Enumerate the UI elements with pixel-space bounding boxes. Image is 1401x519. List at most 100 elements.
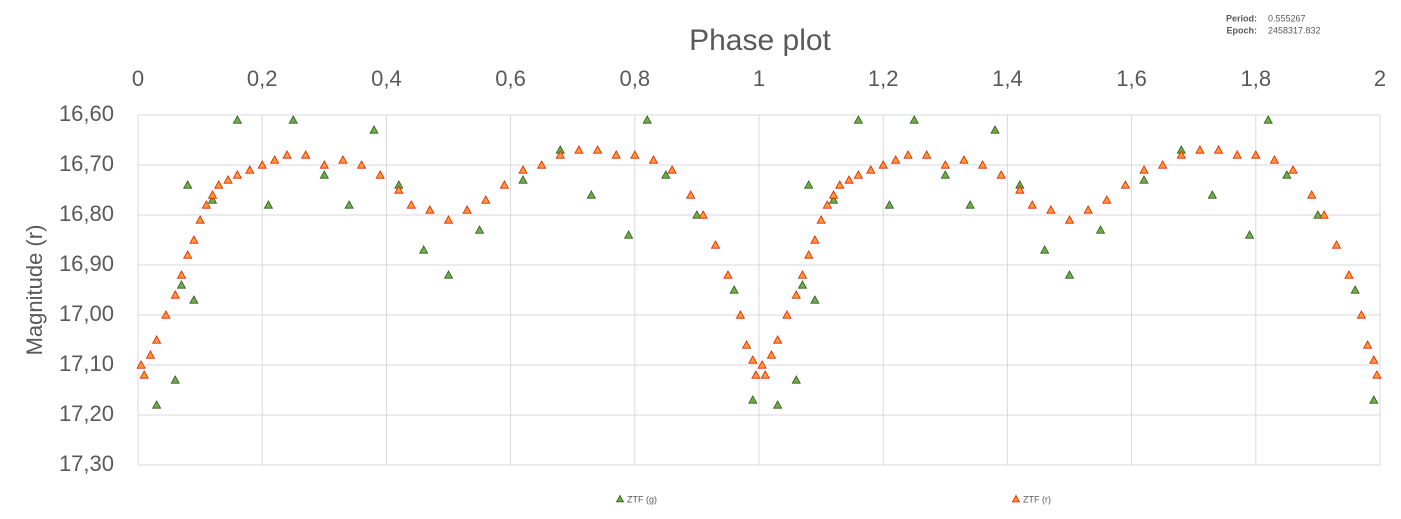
point xyxy=(183,180,193,189)
point xyxy=(1282,170,1292,179)
point xyxy=(1213,145,1224,154)
y-tick-label: 17,00 xyxy=(59,301,114,326)
point xyxy=(319,170,329,179)
point xyxy=(772,335,783,344)
point xyxy=(1157,160,1168,169)
point xyxy=(1095,225,1106,234)
point xyxy=(518,175,528,184)
point xyxy=(586,190,597,199)
point xyxy=(207,195,218,204)
point xyxy=(207,190,218,199)
epoch-value: 2458317.832 xyxy=(1268,25,1321,35)
point xyxy=(760,370,770,379)
point xyxy=(1372,370,1382,379)
x-tick-label: 0,8 xyxy=(620,66,651,91)
point xyxy=(418,245,429,254)
point xyxy=(536,160,547,169)
point xyxy=(1244,230,1255,239)
legend-marker xyxy=(615,494,625,503)
point xyxy=(375,170,385,179)
point xyxy=(1356,310,1367,319)
point xyxy=(940,170,950,179)
point xyxy=(977,160,988,169)
y-tick-label: 17,20 xyxy=(59,401,114,426)
point xyxy=(804,250,814,259)
point xyxy=(232,170,243,179)
point xyxy=(344,200,354,209)
point xyxy=(338,155,348,164)
point xyxy=(1015,185,1025,194)
point xyxy=(232,115,243,124)
point xyxy=(151,400,162,409)
point xyxy=(136,360,146,369)
point xyxy=(1319,210,1329,219)
point xyxy=(623,230,634,239)
point xyxy=(692,210,702,219)
point xyxy=(176,280,187,289)
point xyxy=(1064,270,1075,279)
point xyxy=(443,270,454,279)
point xyxy=(996,170,1006,179)
point xyxy=(183,250,193,259)
point xyxy=(642,115,652,124)
x-tick-label: 0,2 xyxy=(247,66,278,91)
point xyxy=(741,340,752,349)
point xyxy=(797,270,808,279)
point xyxy=(223,175,233,184)
point xyxy=(288,115,298,124)
point xyxy=(835,180,845,189)
point xyxy=(1046,205,1056,214)
x-tick-label: 1,8 xyxy=(1241,66,1272,91)
point xyxy=(214,180,224,189)
point xyxy=(782,310,792,319)
point xyxy=(1350,285,1360,294)
point xyxy=(921,150,932,159)
point xyxy=(1307,190,1317,199)
point xyxy=(1313,210,1323,219)
point xyxy=(878,160,888,169)
x-tick-label: 2 xyxy=(1374,66,1386,91)
point xyxy=(648,155,659,164)
y-tick-label: 17,30 xyxy=(59,451,114,476)
point xyxy=(611,150,621,159)
point xyxy=(630,150,640,159)
point xyxy=(1288,165,1298,174)
point xyxy=(1207,190,1218,199)
point xyxy=(189,235,199,244)
point xyxy=(1263,115,1273,124)
point xyxy=(481,195,491,204)
point xyxy=(1251,150,1261,159)
point xyxy=(1039,245,1050,254)
point xyxy=(1331,240,1342,249)
point xyxy=(940,160,950,169)
point xyxy=(903,150,913,159)
point xyxy=(161,310,171,319)
point xyxy=(170,375,180,384)
point xyxy=(300,150,311,159)
point xyxy=(269,155,280,164)
y-tick-label: 16,90 xyxy=(59,251,114,276)
point xyxy=(369,125,379,134)
point xyxy=(866,165,876,174)
x-tick-label: 1 xyxy=(753,66,765,91)
point xyxy=(1176,150,1186,159)
point xyxy=(772,400,783,409)
point xyxy=(406,200,416,209)
point xyxy=(959,155,969,164)
x-tick-label: 0,4 xyxy=(371,66,402,91)
point xyxy=(1083,205,1093,214)
x-tick-label: 1,4 xyxy=(992,66,1023,91)
point xyxy=(425,205,435,214)
point xyxy=(748,395,758,404)
point xyxy=(394,185,404,194)
point xyxy=(791,375,801,384)
point xyxy=(319,160,329,169)
point xyxy=(822,200,832,209)
y-tick-label: 16,80 xyxy=(59,201,114,226)
point xyxy=(592,145,603,154)
legend-marker xyxy=(1011,494,1021,503)
point xyxy=(1362,340,1373,349)
legend-label: ZTF (g) xyxy=(627,494,657,504)
point xyxy=(710,240,721,249)
x-tick-label: 1,2 xyxy=(868,66,899,91)
